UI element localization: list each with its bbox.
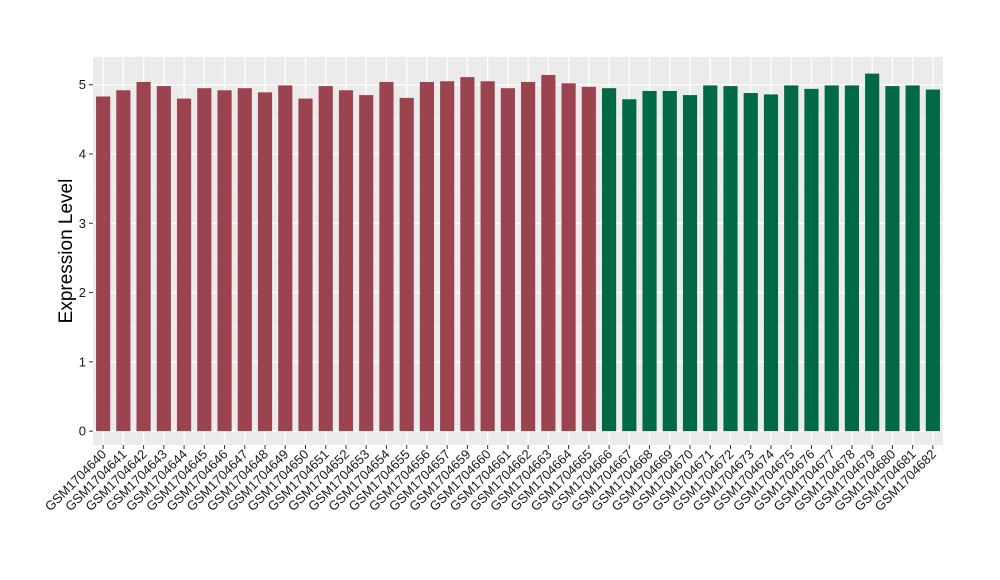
bar xyxy=(682,95,698,432)
bar xyxy=(844,85,860,432)
y-tick-label: 0 xyxy=(79,424,86,439)
bar xyxy=(703,85,718,432)
bar xyxy=(824,85,839,432)
y-tick-label: 2 xyxy=(79,285,86,300)
bar xyxy=(581,86,596,432)
y-axis-title: Expression Level xyxy=(56,179,77,324)
bar xyxy=(500,88,515,432)
bar xyxy=(359,95,374,432)
bar xyxy=(561,83,576,432)
bar xyxy=(318,86,333,432)
bar xyxy=(440,81,455,432)
bar xyxy=(197,88,212,432)
plot-panel xyxy=(93,57,943,445)
bar xyxy=(116,90,131,432)
bar xyxy=(379,81,394,432)
bar xyxy=(723,86,738,432)
bar xyxy=(804,88,819,432)
bar xyxy=(399,97,414,432)
bar xyxy=(601,88,617,432)
bar xyxy=(642,90,657,432)
y-tick-label: 4 xyxy=(79,147,86,162)
bar xyxy=(480,81,495,432)
bars xyxy=(96,73,940,432)
y-axis: 0 1 2 3 4 5 xyxy=(79,77,93,439)
bar xyxy=(885,86,900,432)
y-tick-label: 3 xyxy=(79,216,86,231)
bar xyxy=(156,86,171,432)
bar xyxy=(278,85,293,432)
bar xyxy=(136,81,151,432)
bar xyxy=(743,93,758,432)
bar xyxy=(662,90,677,432)
bar xyxy=(217,90,232,432)
bar xyxy=(521,81,536,432)
bar xyxy=(763,94,779,432)
bar xyxy=(541,75,556,432)
y-tick-label: 1 xyxy=(79,354,86,369)
bar xyxy=(905,85,920,432)
bar xyxy=(460,77,475,432)
bar xyxy=(298,98,313,432)
bar xyxy=(419,81,435,432)
bar xyxy=(338,90,354,432)
bar xyxy=(257,92,273,432)
x-axis: GSM1704640GSM1704641GSM1704642GSM1704643… xyxy=(42,445,939,514)
bar xyxy=(865,73,880,432)
bar xyxy=(237,88,252,432)
y-tick-label: 5 xyxy=(79,77,86,92)
minor-gridlines xyxy=(93,118,943,397)
bar xyxy=(622,99,637,432)
bar xyxy=(925,89,940,432)
bar xyxy=(176,98,192,432)
bar xyxy=(784,85,799,432)
bar xyxy=(96,96,111,432)
